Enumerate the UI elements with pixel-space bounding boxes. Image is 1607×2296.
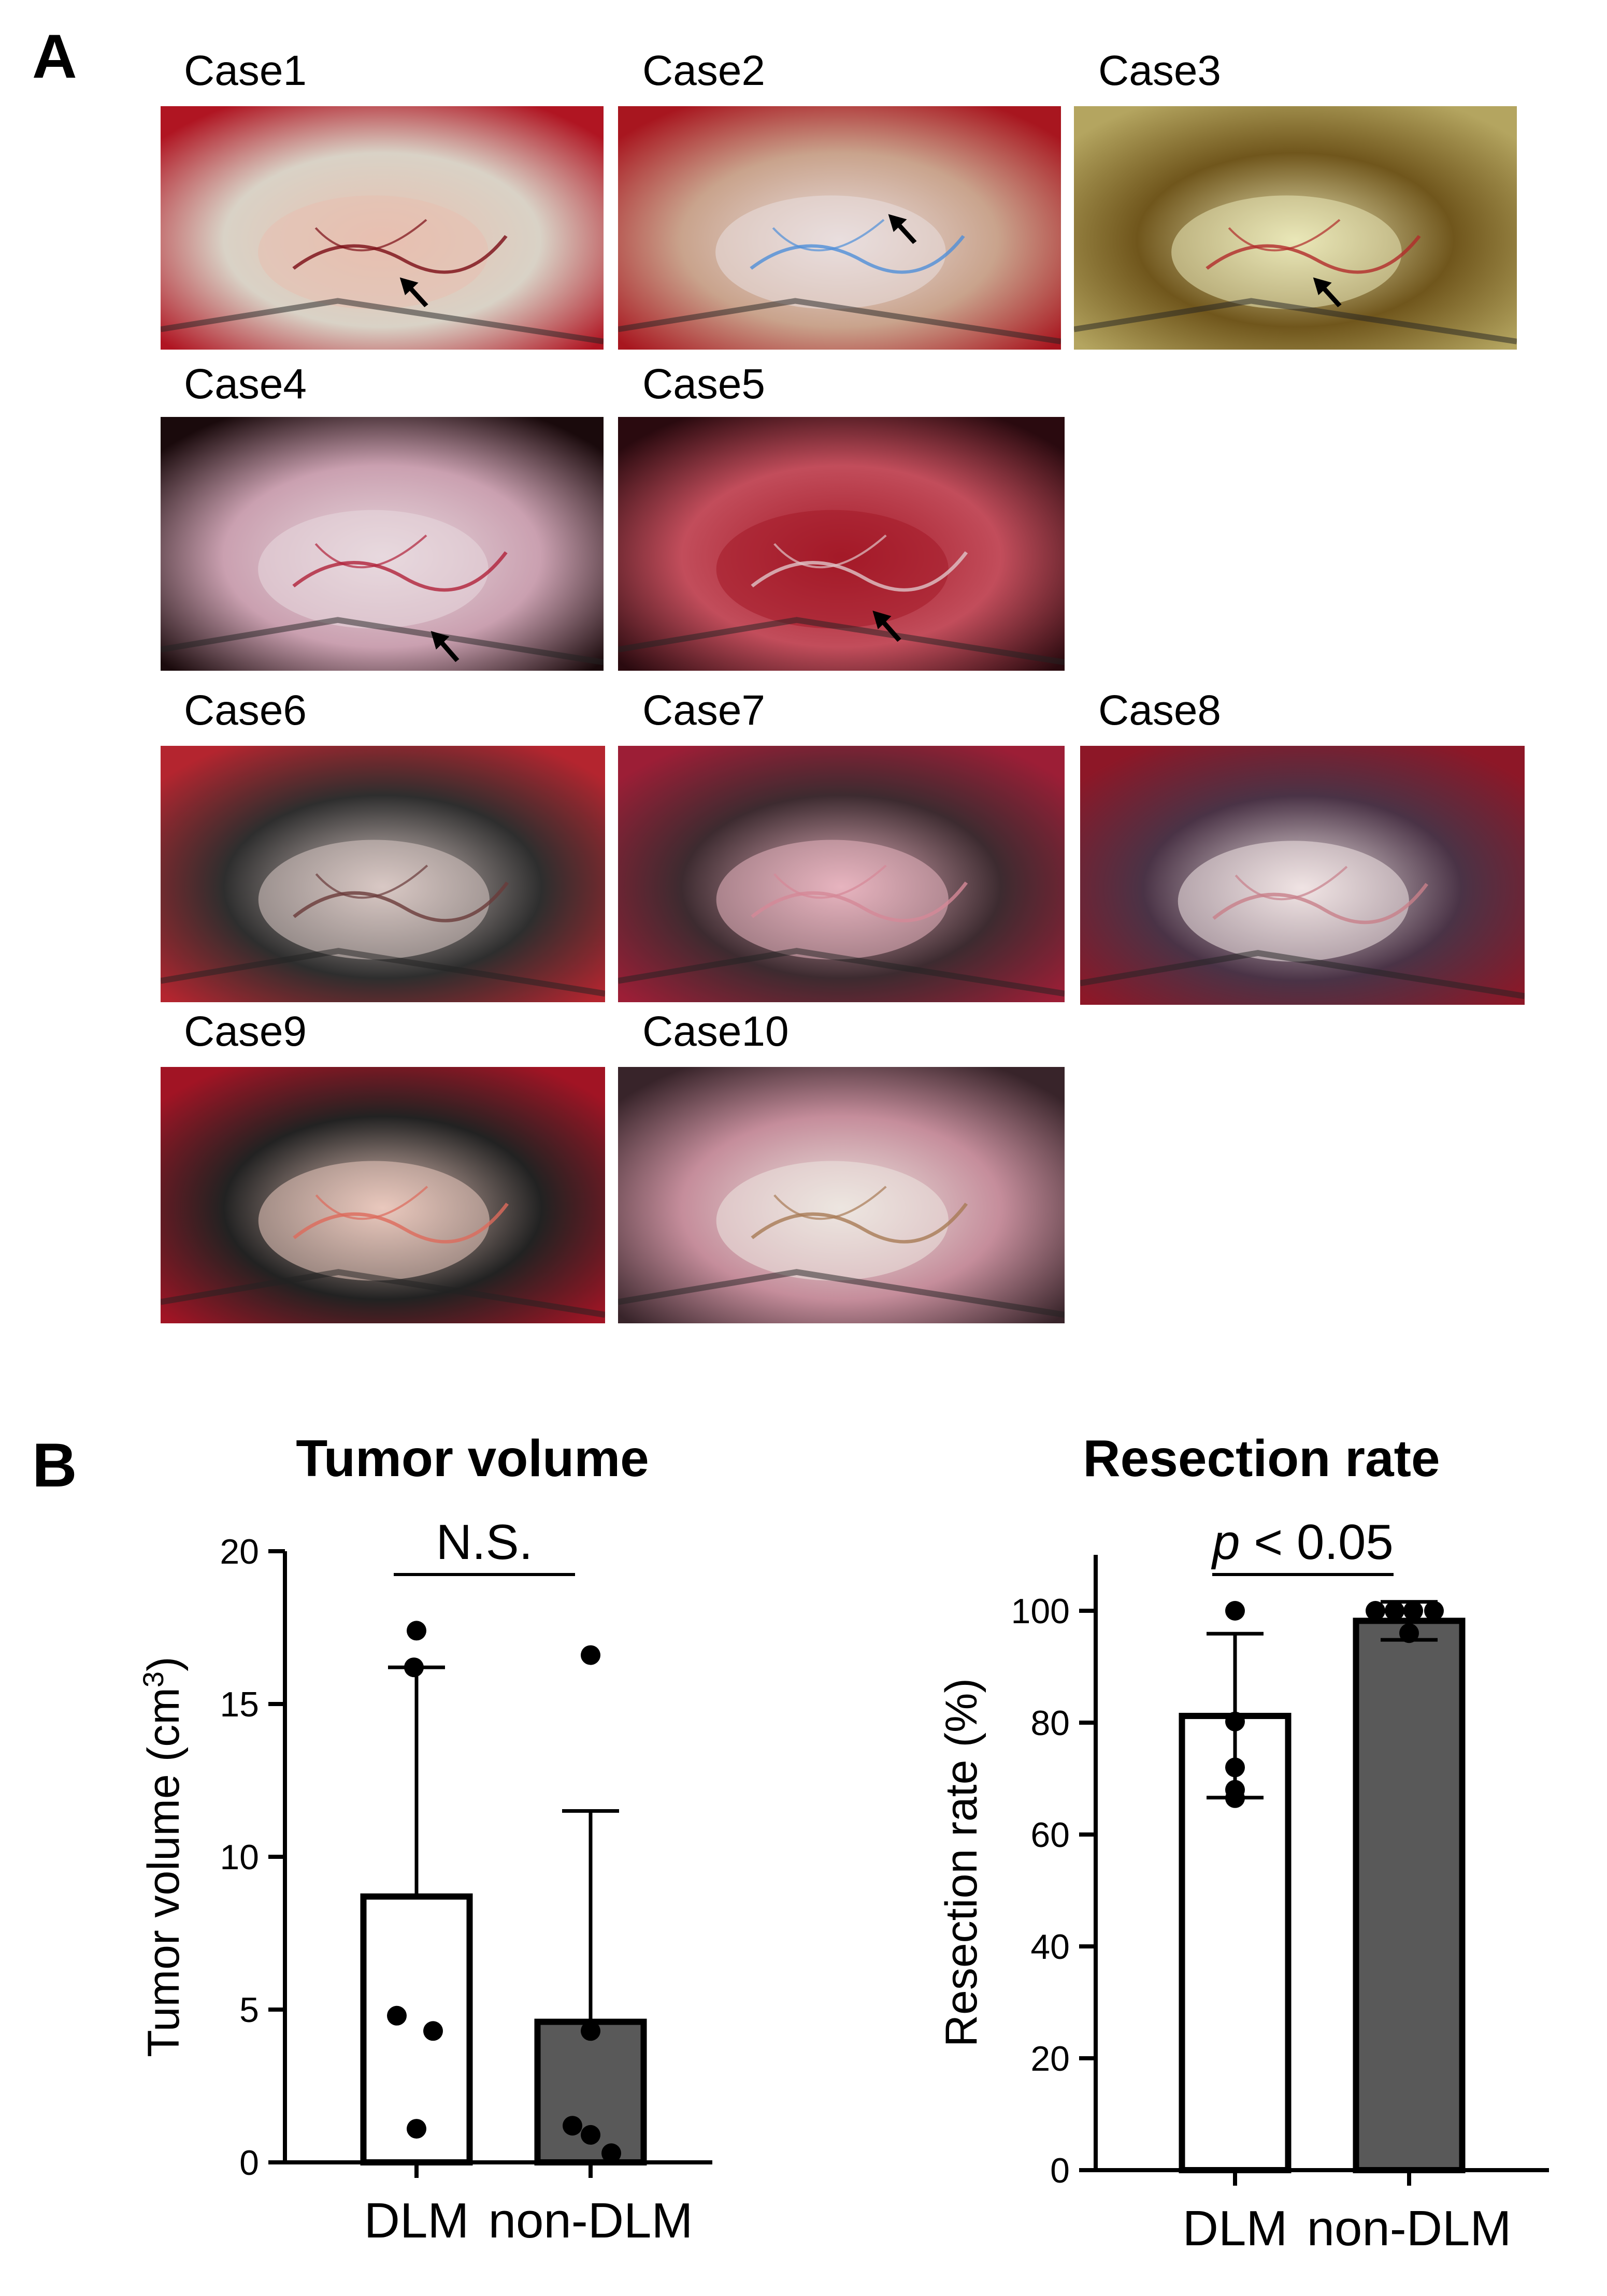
surgical-photo [161, 417, 604, 671]
surgical-photo [618, 417, 1065, 671]
y-tick-label: 40 [1030, 1927, 1070, 1967]
resection-rate-chart: Resection rate 0 20 40 60 80 100 Resection rate… [937, 1429, 1549, 2256]
surgical-photo [618, 746, 1065, 1002]
data-point [581, 2125, 600, 2145]
surgical-photo [1074, 106, 1517, 350]
black-arrow-icon [399, 277, 428, 308]
y-axis-label: Tumor volume (cm3) [137, 1656, 189, 2057]
data-point [1225, 1711, 1245, 1731]
black-arrow-icon [431, 631, 460, 662]
panel-a-letter: A [32, 22, 77, 91]
y-tick-label: 15 [220, 1685, 259, 1724]
data-point [407, 2119, 426, 2139]
y-tick-label: 0 [239, 2143, 259, 2183]
surgical-photo [161, 106, 604, 350]
tumor-volume-chart: Tumor volume 0 5 10 15 20 Tumor volume (cm3) DL… [137, 1429, 712, 2248]
y-tick-label: 10 [220, 1838, 259, 1877]
data-point [581, 1645, 600, 1665]
black-arrow-icon [872, 611, 901, 642]
y-tick-label: 100 [1011, 1592, 1070, 1631]
case-label: Case2 [642, 47, 766, 94]
data-point [423, 2021, 443, 2041]
data-point [601, 2143, 621, 2163]
case-label: Case4 [184, 360, 307, 408]
significance-label: p < 0.05 [1211, 1514, 1394, 1570]
case-label: Case5 [642, 360, 766, 408]
surgical-photo [161, 746, 605, 1002]
case-label: Case6 [184, 687, 307, 734]
surgical-photo [618, 106, 1061, 350]
case-label: Case7 [642, 687, 766, 734]
case-label: Case1 [184, 47, 307, 94]
x-tick-label: DLM [364, 2193, 469, 2248]
surgical-photo [618, 1067, 1065, 1323]
data-point [1225, 1601, 1245, 1621]
black-arrow-icon [888, 214, 917, 244]
panel-b-letter: B [32, 1431, 77, 1500]
y-tick-label: 20 [220, 1532, 259, 1571]
x-tick-label: DLM [1183, 2201, 1288, 2256]
data-point [404, 1657, 424, 1678]
surgical-photo [1080, 746, 1525, 1005]
data-point [1385, 1601, 1404, 1621]
case-label: Case3 [1098, 47, 1222, 94]
data-point [563, 2116, 582, 2136]
case-label: Case9 [184, 1008, 307, 1055]
x-tick-label: non-DLM [489, 2193, 693, 2248]
y-tick-label: 20 [1030, 2039, 1070, 2078]
case-label: Case8 [1098, 687, 1222, 734]
y-axis-label: Resection rate (%) [937, 1678, 986, 2047]
chart-title: Resection rate [1083, 1429, 1440, 1488]
data-point [387, 2005, 407, 2026]
y-tick-label: 60 [1030, 1815, 1070, 1855]
data-point [407, 1621, 426, 1641]
surgical-photo [161, 1067, 605, 1323]
data-point [1403, 1601, 1423, 1621]
significance-label: N.S. [436, 1514, 533, 1570]
data-point [1366, 1601, 1385, 1621]
data-point [1399, 1623, 1419, 1643]
data-point [1225, 1757, 1245, 1778]
black-arrow-icon [1313, 277, 1342, 308]
bar [1353, 1618, 1466, 2174]
case-label: Case10 [642, 1008, 789, 1055]
y-tick-label: 5 [239, 1990, 259, 2030]
y-tick-label: 0 [1050, 2151, 1070, 2190]
x-tick-label: non-DLM [1307, 2201, 1512, 2256]
data-point [581, 2021, 600, 2041]
data-point [1225, 1788, 1245, 1808]
data-point [1424, 1601, 1444, 1621]
y-tick-label: 80 [1030, 1703, 1070, 1743]
chart-title: Tumor volume [296, 1429, 649, 1488]
